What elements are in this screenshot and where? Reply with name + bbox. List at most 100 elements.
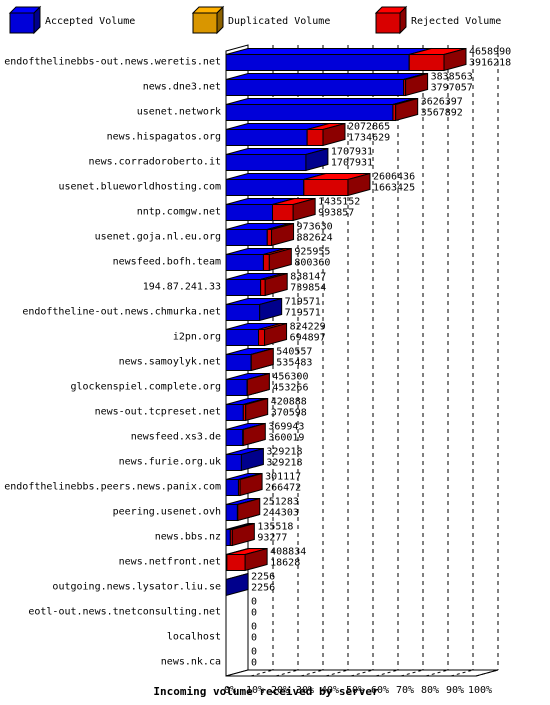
bar-accepted-top [225,73,426,80]
bar-row [225,422,266,447]
y-tick-label: news.dne3.net [143,82,221,93]
bar-accepted-front [225,179,305,196]
bar-rejected-side [264,272,288,297]
bar-rejected-side [231,522,255,547]
bar-accepted-top [225,48,432,55]
bar-rejected-front [266,229,273,246]
bar-accepted-front [225,379,248,396]
data-label-accepted: 244303 [263,508,299,519]
y-tick-label: peering.usenet.ovh [113,507,221,518]
legend-label: Rejected Volume [411,16,501,27]
data-label-accepted: 0 [251,658,257,669]
y-tick-label: news.samoylyk.net [119,357,221,368]
gridline-floor [250,669,274,677]
y-tick-label: 194.87.241.33 [143,282,221,293]
bar-accepted-side [259,297,283,322]
x-tick-label: 30% [296,685,314,696]
data-label-total: 2072865 [348,122,390,133]
y-tick-label: news.netfront.net [119,557,221,568]
bar-rejected-side [239,472,263,497]
data-label-total: 420888 [271,397,307,408]
y-tick-label: localhost [167,632,221,643]
bar-rejected-front [258,329,266,346]
data-label-accepted: 0 [251,633,257,644]
bar-row [225,47,467,72]
gridline-floor [375,669,399,677]
data-label-accepted: 3567892 [421,108,463,119]
y-tick-label: news-out.tcpreset.net [95,407,221,418]
y-tick-label: nntp.comgw.net [137,207,221,218]
data-label-total: 824229 [290,322,326,333]
data-label-accepted: 739854 [290,283,326,294]
data-label-accepted: 2256 [251,583,275,594]
data-label-total: 1435152 [318,197,360,208]
data-label-total: 456300 [272,372,308,383]
x-axis-title: Incoming volume received by server [153,685,379,698]
bar-row [225,497,261,522]
bar-rejected-side [244,547,268,572]
bar-accepted-front [225,104,394,121]
bar-rejected-side [268,247,292,272]
bar-accepted-front [225,279,262,296]
y-tick-label: newsfeed.bofh.team [113,257,221,268]
data-label-accepted: 535483 [276,358,312,369]
bar-row [225,197,316,222]
data-label-accepted: 1707931 [331,158,373,169]
bar-accepted-front [225,304,261,321]
x-tick-label: 40% [321,685,339,696]
bar-accepted-front [225,129,308,146]
bar-accepted-front [225,529,231,546]
legend-label: Accepted Volume [45,16,135,27]
bar-rejected-front [260,279,266,296]
bar-row [225,247,292,272]
data-label-total: 3626397 [421,97,463,108]
y-tick-label: eotl-out.news.tnetconsulting.net [28,607,221,618]
gridline-floor [425,669,449,677]
data-label-total: 251283 [263,497,299,508]
data-label-total: 0 [251,647,257,658]
bar-rejected-front [226,554,246,571]
data-label-accepted: 266472 [265,483,301,494]
bar-accepted-front [225,54,410,71]
bar-rejected-front [272,204,294,221]
gridline-floor [475,669,499,677]
legend-swatch [9,12,35,34]
bar-accepted-front [225,79,405,96]
data-label-total: 3838563 [431,72,473,83]
bar-row [225,222,295,247]
bar-row [225,272,288,297]
data-label-accepted: 719571 [285,308,321,319]
data-label-accepted: 3916218 [469,58,511,69]
bar-rejected-side [395,97,419,122]
data-label-total: 2606436 [373,172,415,183]
y-tick-label: newsfeed.xs3.de [131,432,221,443]
gridline-floor [400,669,424,677]
legend: Accepted Volume Duplicated Volume Rejected… [8,5,501,35]
y-tick-label: usenet.blueworldhosting.com [58,182,221,193]
data-label-accepted: 694897 [290,333,326,344]
data-label-accepted: 360019 [268,433,304,444]
y-tick-label: endofthelinebbs-out.news.weretis.net [4,57,221,68]
bar-accepted-side [225,572,249,597]
bar-accepted-front [225,479,239,496]
x-axis: 0% 10% 20% 30% 40% 50% 60% 70% 80% 90% 100% [224,685,492,696]
y-tick-label: news.corradoroberto.it [89,157,221,168]
bar-accepted-front [225,429,244,446]
x-tick-label: 70% [396,685,414,696]
bar-accepted-front [225,354,252,371]
data-label-total: 329218 [266,447,302,458]
bar-row [225,447,264,472]
x-tick-label: 90% [446,685,464,696]
bar-accepted-front [225,204,274,221]
data-label-total: 540557 [276,347,312,358]
data-label-accepted: 882624 [297,233,333,244]
bar-rejected-side [245,397,269,422]
data-label-accepted: 800360 [294,258,330,269]
bar-row [225,97,419,122]
bar-accepted-front [225,454,242,471]
y-tick-label: usenet.network [137,107,221,118]
bar-accepted-front [225,404,244,421]
bar-row [225,397,269,422]
bar-row [225,172,371,197]
